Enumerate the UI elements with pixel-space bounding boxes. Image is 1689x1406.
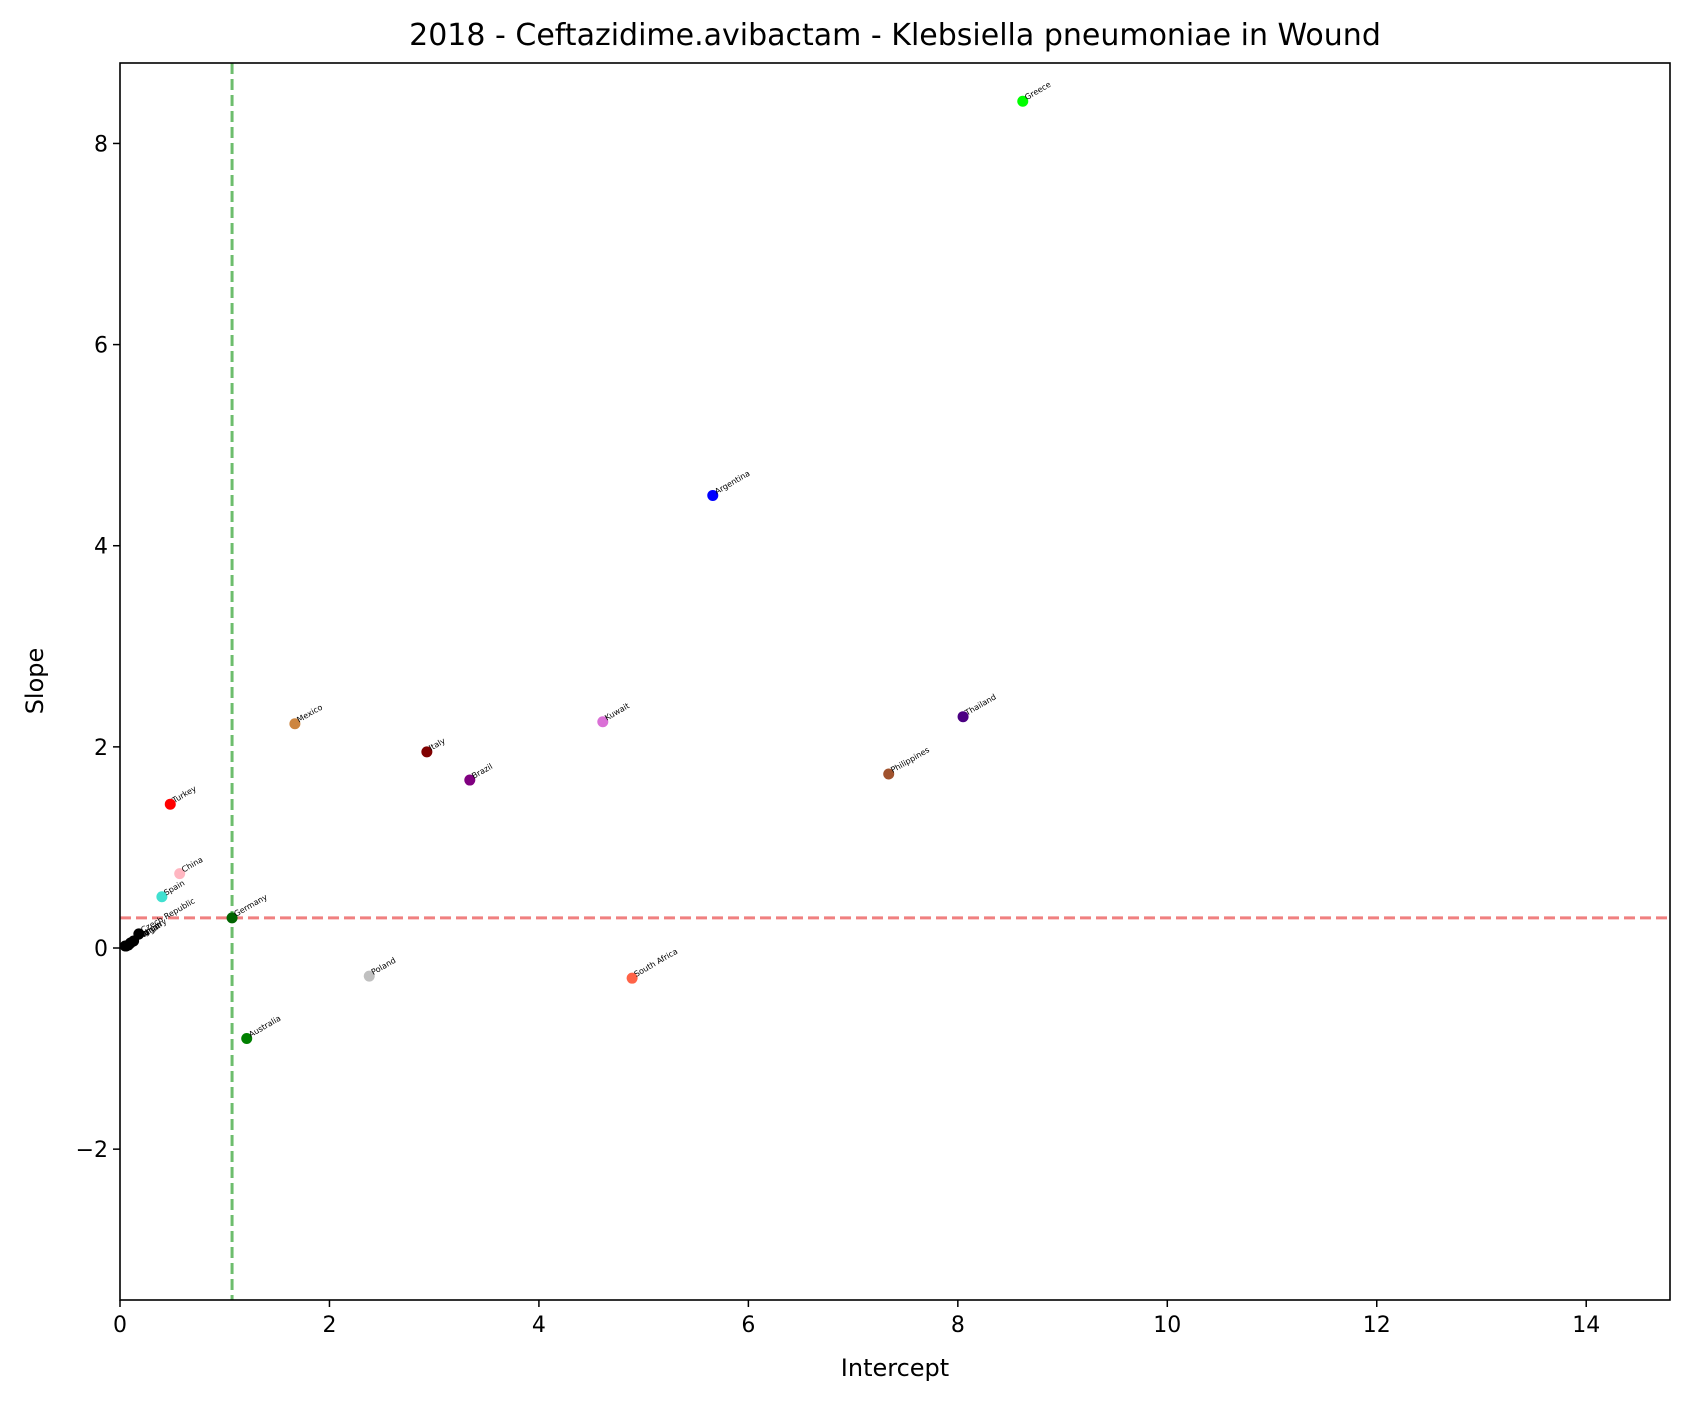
y-tick-label: 6 (94, 334, 108, 359)
data-point-label: Poland (370, 956, 398, 977)
data-point (1017, 95, 1029, 107)
data-point (174, 868, 186, 880)
x-tick-label: 0 (113, 1313, 127, 1338)
chart-title: 2018 - Ceftazidime.avibactam - Klebsiell… (409, 18, 1381, 53)
data-point (421, 746, 433, 758)
plot-frame (119, 62, 1671, 1301)
data-point (289, 718, 301, 730)
data-point (597, 716, 609, 728)
x-tick-label: 6 (741, 1313, 755, 1338)
data-point-label: Kuwait (603, 701, 631, 722)
x-tick-label: 4 (532, 1313, 546, 1338)
data-point-label: Italy (427, 736, 447, 753)
x-tick-label: 12 (1363, 1313, 1391, 1338)
data-point-label: Thailand (963, 692, 998, 717)
data-point-label: Argentina (713, 469, 751, 496)
y-axis-label: Slope (21, 648, 49, 715)
data-point-label: Brazil (470, 762, 494, 781)
y-tick-label: 8 (94, 132, 108, 157)
data-point-label: Australia (247, 1014, 282, 1040)
data-point-label: Turkey (170, 784, 198, 805)
data-point-label: Greece (1023, 80, 1052, 102)
data-point (464, 774, 476, 786)
y-tick-label: −2 (76, 1138, 108, 1163)
data-point (164, 798, 176, 810)
data-point (626, 972, 638, 984)
y-tick-label: 4 (94, 535, 108, 560)
data-point (883, 768, 895, 780)
data-point (156, 891, 168, 903)
x-axis-label: Intercept (841, 1354, 949, 1382)
x-tick-label: 2 (322, 1313, 336, 1338)
data-point (119, 940, 131, 952)
data-point-label: South Africa (633, 947, 680, 979)
data-point (957, 711, 969, 723)
data-point-label: China (180, 855, 204, 874)
data-point (226, 912, 238, 924)
data-point-label: Spain (162, 878, 186, 897)
data-point-label: Mexico (295, 703, 324, 725)
data-point-label: Germany (233, 892, 270, 918)
x-tick-label: 10 (1153, 1313, 1181, 1338)
x-tick-label: 8 (951, 1313, 965, 1338)
data-point (363, 970, 375, 982)
x-tick-label: 14 (1572, 1313, 1600, 1338)
data-point (241, 1033, 253, 1045)
plot-area: Greece Argentina Thailand Kuwait Mexico Italy… (76, 62, 1671, 1338)
y-tick-label: 0 (94, 937, 108, 962)
data-point-label: Philippines (889, 745, 931, 774)
y-tick-label: 2 (94, 736, 108, 761)
data-point (707, 489, 719, 501)
